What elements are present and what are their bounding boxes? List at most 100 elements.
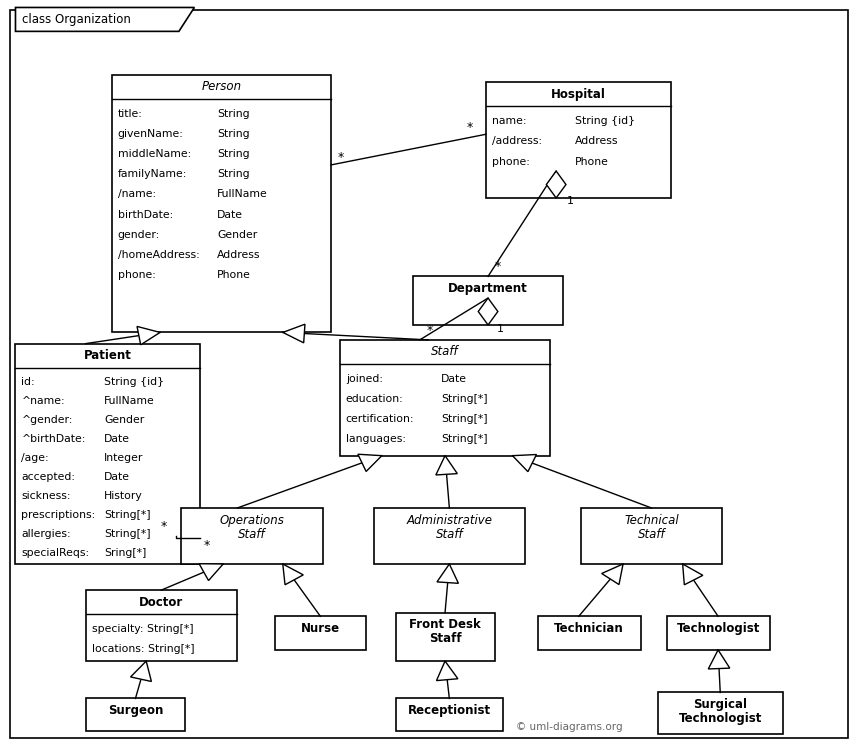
Text: ^birthDate:: ^birthDate: (22, 434, 86, 444)
Bar (340, 340, 550, 456)
Text: Hospital: Hospital (551, 87, 605, 101)
Text: Administrative
Staff: Administrative Staff (406, 514, 492, 541)
Text: 1: 1 (567, 196, 574, 206)
Polygon shape (283, 564, 304, 585)
Text: /age:: /age: (22, 453, 49, 463)
Polygon shape (602, 564, 623, 585)
Text: birthDate:: birthDate: (118, 210, 173, 220)
Text: Gender: Gender (217, 230, 257, 240)
Text: /name:: /name: (118, 190, 156, 199)
Text: *: * (427, 324, 433, 337)
Text: Address: Address (217, 250, 261, 260)
Text: Sring[*]: Sring[*] (104, 548, 146, 559)
Polygon shape (436, 456, 458, 475)
Bar (15, 344, 200, 564)
Text: History: History (104, 492, 143, 501)
Text: familyName:: familyName: (118, 170, 187, 179)
Polygon shape (709, 650, 730, 669)
Text: Address: Address (574, 137, 618, 146)
Text: accepted:: accepted: (22, 472, 76, 483)
Text: specialty: String[*]: specialty: String[*] (92, 624, 194, 634)
Bar (580, 508, 722, 564)
Text: Patient: Patient (84, 349, 132, 362)
Text: Front Desk
Staff: Front Desk Staff (409, 619, 481, 645)
Bar (181, 508, 322, 564)
Text: Integer: Integer (104, 453, 144, 463)
Bar (86, 590, 237, 661)
Text: prescriptions:: prescriptions: (22, 510, 95, 521)
Text: id:: id: (22, 376, 35, 387)
Text: specialReqs:: specialReqs: (22, 548, 89, 559)
Text: sickness:: sickness: (22, 492, 71, 501)
Text: Technologist: Technologist (677, 622, 759, 635)
Text: allergies:: allergies: (22, 530, 71, 539)
Text: joined:: joined: (346, 374, 383, 384)
Polygon shape (283, 324, 305, 343)
Text: *: * (338, 151, 344, 164)
Text: Receptionist: Receptionist (408, 704, 491, 717)
Bar (86, 698, 185, 731)
Polygon shape (137, 326, 160, 345)
Text: ^name:: ^name: (22, 396, 65, 406)
Text: title:: title: (118, 109, 143, 119)
Text: /address:: /address: (492, 137, 542, 146)
Polygon shape (437, 564, 458, 583)
Text: FullName: FullName (217, 190, 267, 199)
Bar (666, 616, 770, 650)
Text: 1: 1 (497, 324, 504, 335)
Polygon shape (358, 454, 382, 471)
Polygon shape (478, 298, 498, 325)
Text: Surgical
Technologist: Surgical Technologist (679, 698, 762, 725)
Bar (275, 616, 366, 650)
Text: String[*]: String[*] (441, 415, 488, 424)
Text: givenName:: givenName: (118, 129, 184, 139)
Text: middleName:: middleName: (118, 149, 191, 159)
Text: education:: education: (346, 394, 403, 404)
Bar (396, 613, 494, 661)
Bar (658, 692, 783, 734)
Text: String[*]: String[*] (104, 530, 150, 539)
Text: phone:: phone: (118, 270, 156, 280)
Text: Date: Date (217, 210, 243, 220)
Text: /homeAddress:: /homeAddress: (118, 250, 200, 260)
Text: Department: Department (448, 282, 528, 295)
Bar (538, 616, 641, 650)
Text: String[*]: String[*] (104, 510, 150, 521)
Text: Phone: Phone (574, 157, 609, 167)
Text: String[*]: String[*] (441, 394, 488, 404)
Text: Date: Date (441, 374, 467, 384)
Text: *: * (495, 261, 501, 273)
Text: Technical
Staff: Technical Staff (624, 514, 679, 541)
Text: Gender: Gender (104, 415, 144, 425)
Text: Doctor: Doctor (139, 595, 183, 609)
Text: gender:: gender: (118, 230, 160, 240)
Bar (374, 508, 525, 564)
Text: String: String (217, 129, 249, 139)
Text: name:: name: (492, 117, 526, 126)
Text: FullName: FullName (104, 396, 155, 406)
Text: String {id}: String {id} (574, 117, 635, 126)
Text: String: String (217, 109, 249, 119)
Text: locations: String[*]: locations: String[*] (92, 645, 194, 654)
Text: *: * (161, 520, 167, 533)
Text: Technician: Technician (554, 622, 624, 635)
Text: certification:: certification: (346, 415, 415, 424)
Polygon shape (437, 661, 458, 681)
Text: Operations
Staff: Operations Staff (219, 514, 284, 541)
Polygon shape (200, 564, 224, 580)
Polygon shape (15, 7, 194, 31)
Text: String {id}: String {id} (104, 376, 164, 387)
Text: Person: Person (201, 80, 242, 93)
Polygon shape (131, 661, 151, 681)
Text: String: String (217, 170, 249, 179)
Polygon shape (513, 454, 537, 471)
Text: Surgeon: Surgeon (108, 704, 163, 717)
Text: Phone: Phone (217, 270, 251, 280)
Text: *: * (467, 120, 473, 134)
Polygon shape (683, 564, 703, 585)
Text: String[*]: String[*] (441, 435, 488, 444)
Polygon shape (546, 171, 566, 198)
Text: *: * (204, 539, 210, 552)
Text: Date: Date (104, 472, 130, 483)
Text: © uml-diagrams.org: © uml-diagrams.org (516, 722, 623, 732)
